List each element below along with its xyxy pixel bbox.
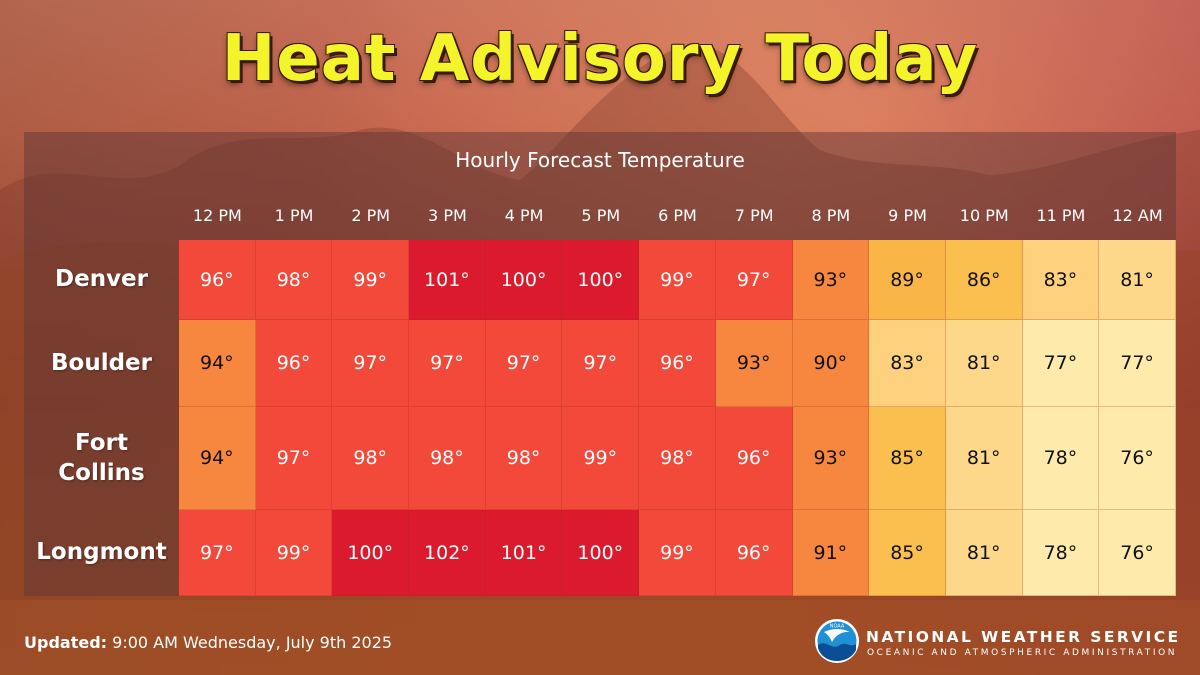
temperature-cell: 98° — [409, 407, 486, 510]
temperature-cell: 96° — [715, 407, 793, 510]
temperature-cell: 101° — [409, 240, 486, 320]
temperature-cell: 86° — [945, 240, 1023, 320]
temperature-cell: 97° — [485, 320, 563, 407]
temperature-cell: 91° — [792, 510, 870, 596]
table-row: Longmont 97° 99° 100° 102° 101° 100° 99° 96° 91° 8… — [24, 510, 1176, 596]
hour-header-row: 12 PM 1 PM 2 PM 3 PM 4 PM 5 PM 6 PM 7 PM 8 PM 9 P… — [179, 206, 1176, 228]
temperature-cell: 89° — [869, 240, 946, 320]
temperature-cell: 98° — [639, 407, 716, 510]
temperature-cell: 76° — [1099, 407, 1176, 510]
temperature-cell: 100° — [562, 240, 640, 320]
temperature-cell: 77° — [1099, 320, 1176, 407]
temperature-cell: 93° — [792, 240, 870, 320]
temperature-cell: 81° — [945, 320, 1023, 407]
temperature-cell: 99° — [639, 510, 716, 596]
temperature-cell: 78° — [1022, 407, 1100, 510]
temperature-cell: 90° — [792, 320, 870, 407]
hour-label: 10 PM — [959, 206, 1009, 225]
temperature-cell: 93° — [715, 320, 793, 407]
table-subtitle: Hourly Forecast Temperature — [455, 148, 745, 172]
temperature-cell: 78° — [1022, 510, 1100, 596]
temperature-cell: 97° — [715, 240, 793, 320]
temperature-cell: 81° — [1099, 240, 1176, 320]
hour-label: 3 PM — [428, 206, 467, 225]
temperature-cell: 76° — [1099, 510, 1176, 596]
table-row: Denver 96° 98° 99° 101° 100° 100° 99° 97° 93° 89° 8… — [24, 240, 1176, 320]
forecast-rows: Denver 96° 98° 99° 101° 100° 100° 99° 97° 93° 89° 8… — [24, 240, 1176, 596]
temperature-cell: 99° — [255, 510, 333, 596]
hour-label: 9 PM — [888, 206, 927, 225]
temperature-cell: 97° — [255, 407, 333, 510]
temperature-cell: 98° — [485, 407, 563, 510]
temperature-cell: 98° — [332, 407, 410, 510]
city-label: Longmont — [36, 539, 167, 566]
city-label: Boulder — [51, 349, 152, 376]
agency-name: NATIONAL WEATHER SERVICE — [866, 628, 1181, 646]
temperature-cell: 96° — [179, 240, 256, 320]
city-label: Denver — [55, 266, 148, 293]
temperature-cell: 97° — [562, 320, 640, 407]
hour-label: 12 AM — [1112, 206, 1163, 225]
hour-label: 11 PM — [1036, 206, 1086, 225]
temperature-cell: 94° — [179, 320, 256, 407]
temperature-cell: 93° — [792, 407, 870, 510]
temperature-cell: 100° — [562, 510, 640, 596]
hour-label: 12 PM — [192, 206, 242, 225]
temperature-cell: 99° — [562, 407, 640, 510]
agency-subname: OCEANIC AND ATMOSPHERIC ADMINISTRATION — [867, 648, 1178, 658]
page-title: Heat Advisory Today — [221, 22, 979, 96]
temperature-cell: 94° — [179, 407, 256, 510]
temperature-cell: 83° — [1022, 240, 1100, 320]
temperature-cell: 96° — [715, 510, 793, 596]
temperature-cell: 85° — [869, 407, 946, 510]
temperature-cell: 100° — [485, 240, 563, 320]
temperature-cell: 97° — [179, 510, 256, 596]
updated-label: Updated — [24, 633, 101, 652]
hour-label: 1 PM — [274, 206, 314, 225]
temperature-cell: 77° — [1022, 320, 1100, 407]
updated-time: 9:00 AM Wednesday, July 9th 2025 — [112, 633, 393, 652]
temperature-cell: 97° — [332, 320, 410, 407]
table-row: Boulder 94° 96° 97° 97° 97° 97° 96° 93° 90° 83° 81°… — [24, 320, 1176, 407]
temperature-cell: 100° — [332, 510, 410, 596]
temperature-cell: 98° — [255, 240, 333, 320]
temperature-cell: 99° — [332, 240, 410, 320]
temperature-cell: 99° — [639, 240, 716, 320]
city-label: Fort Collins — [58, 429, 145, 486]
temperature-cell: 81° — [945, 407, 1023, 510]
temperature-cell: 101° — [485, 510, 563, 596]
temperature-cell: 97° — [409, 320, 486, 407]
hour-label: 4 PM — [504, 206, 544, 225]
noaa-logo-icon: NOAA — [815, 619, 859, 663]
temperature-cell: 81° — [945, 510, 1023, 596]
temperature-cell: 85° — [869, 510, 946, 596]
temperature-cell: 96° — [255, 320, 333, 407]
hour-label: 7 PM — [734, 206, 774, 225]
temperature-cell: 96° — [639, 320, 716, 407]
temperature-cell: 83° — [869, 320, 946, 407]
noaa-logo-text: NOAA — [830, 624, 845, 630]
hour-label: 8 PM — [811, 206, 851, 225]
updated-footer: Updated: 9:00 AM Wednesday, July 9th 202… — [24, 633, 393, 652]
table-row: Fort Collins 94° 97° 98° 98° 98° 99° 98° 96° 93° 8… — [24, 407, 1176, 510]
hour-label: 5 PM — [581, 206, 621, 225]
hour-label: 2 PM — [351, 206, 391, 225]
hour-label: 6 PM — [658, 206, 697, 225]
temperature-cell: 102° — [409, 510, 486, 596]
